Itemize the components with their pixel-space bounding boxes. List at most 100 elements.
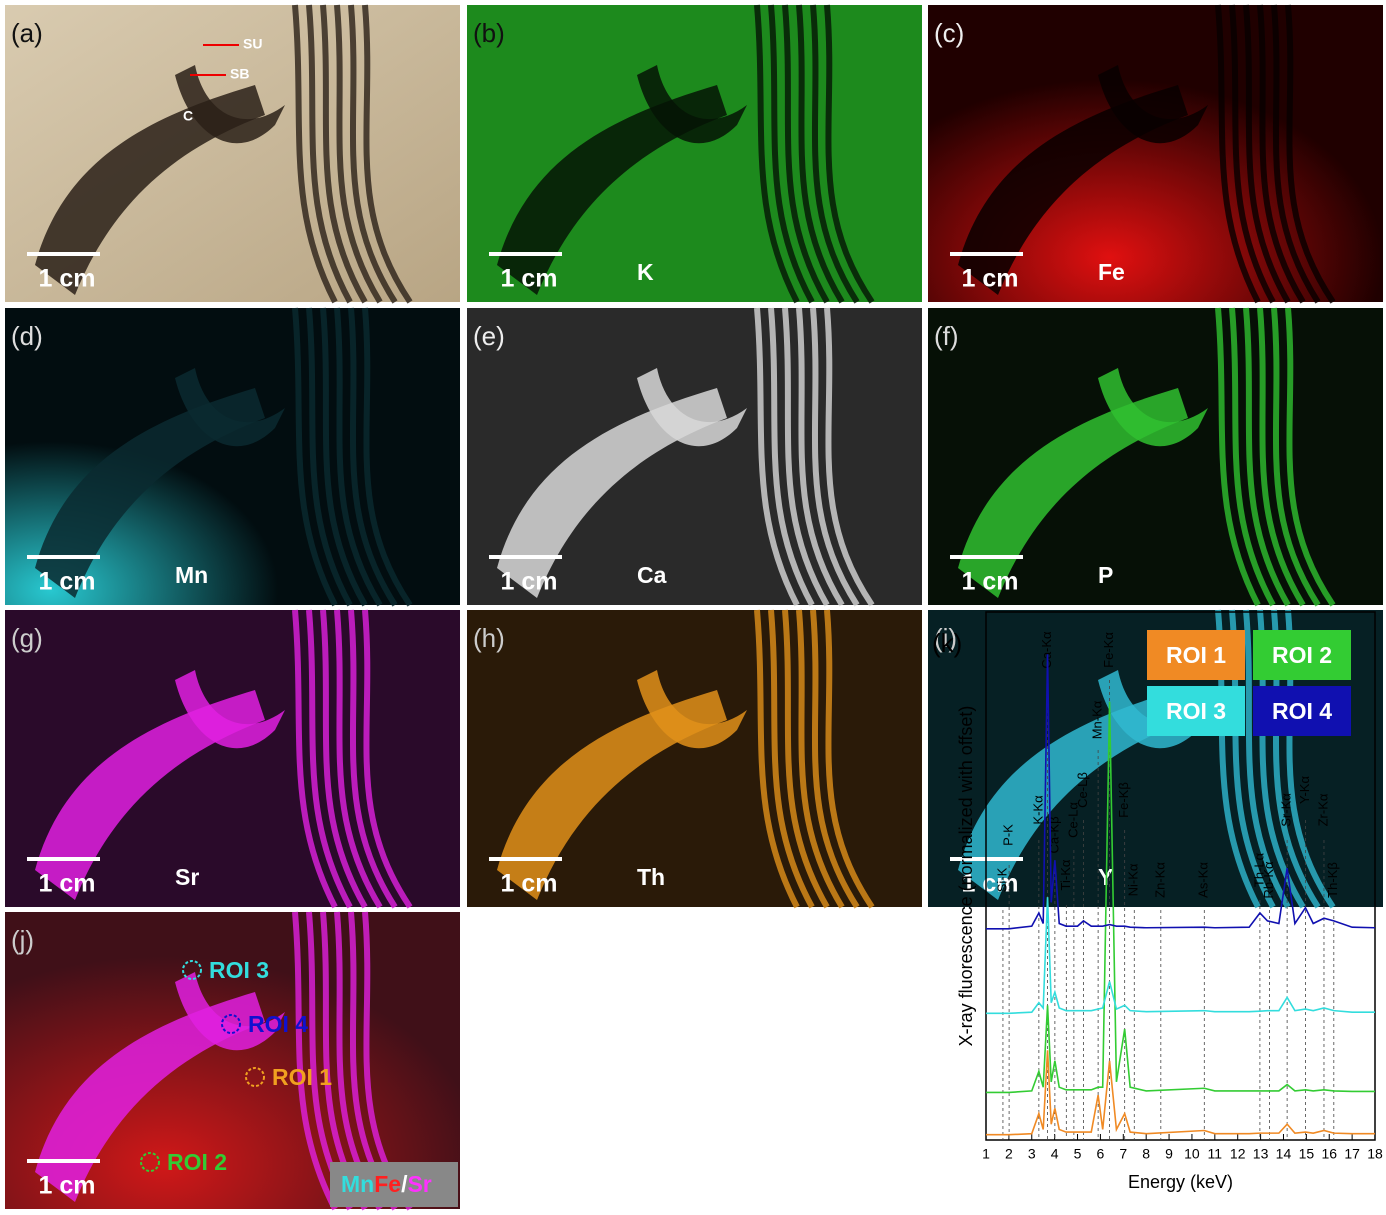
image-panel: (d) 1 cm Mn: [5, 307, 460, 607]
peak-label: P-K: [1001, 824, 1016, 846]
image-panel: (e) 1 cm Ca: [467, 307, 922, 607]
x-tick-label: 15: [1299, 1146, 1315, 1162]
peak-label: Zr-Kα: [1315, 793, 1330, 826]
feather-shaft: [810, 609, 860, 909]
claw-shape: [175, 65, 285, 144]
feather-shaft: [1271, 4, 1321, 304]
peak-label: Zn-Kα: [1152, 862, 1167, 898]
claw-shape: [1098, 368, 1208, 447]
peak-label: Th-Kβ: [1325, 862, 1340, 898]
claw-shape: [175, 368, 285, 447]
image-panel: (f) 1 cm P: [928, 307, 1383, 607]
x-tick-label: 14: [1276, 1146, 1292, 1162]
x-tick-label: 6: [1097, 1146, 1105, 1162]
feather-shaft: [810, 307, 860, 607]
element-label: Fe: [1098, 259, 1125, 285]
claw-shape: [958, 85, 1188, 295]
claw-shape: [497, 85, 727, 295]
peak-label: Ce-Lβ: [1075, 772, 1090, 808]
claw-shape: [175, 670, 285, 749]
peak-label: Fe-Kα: [1101, 632, 1116, 668]
claw-shape: [35, 992, 265, 1202]
feather-shaft: [796, 4, 845, 304]
color-legend-part: /: [401, 1171, 408, 1197]
feather-shaft: [320, 307, 368, 607]
peak-label: Ti-Kα: [1058, 859, 1073, 890]
feather-shaft: [292, 307, 338, 607]
scale-bar-label: 1 cm: [39, 1172, 96, 1200]
legend-label: ROI 1: [1166, 642, 1226, 668]
element-label: Sr: [175, 864, 199, 890]
element-label: Ca: [637, 562, 667, 588]
image-panel: (a) 1 cm SU SB C: [5, 4, 460, 304]
x-tick-label: 18: [1367, 1146, 1383, 1162]
color-legend-part: Mn: [341, 1171, 374, 1197]
color-legend-box: [330, 1162, 458, 1207]
x-axis-title: Energy (keV): [1128, 1172, 1233, 1192]
claw-shape: [958, 388, 1188, 598]
claw-shape: [497, 388, 727, 598]
claw-shape: [35, 85, 265, 295]
feather-shaft: [320, 4, 368, 304]
image-panel: (j) 1 cm ROI 3 ROI 4 ROI 1 ROI 2 MnFe/Sr: [5, 911, 460, 1211]
panel-label: (i): [934, 623, 957, 653]
color-legend-part: Sr: [407, 1171, 431, 1197]
feather-shaft: [1215, 307, 1261, 607]
peak-label: Ca-Kβ: [1046, 816, 1061, 853]
claw-shape: [35, 690, 265, 900]
image-panel: (b) 1 cm K: [467, 4, 922, 304]
color-legend: MnFe/Sr: [341, 1171, 432, 1197]
peak-label: Fe-Kβ: [1116, 782, 1131, 818]
spectrum-line: [986, 897, 1375, 1015]
feather-shaft: [362, 4, 413, 304]
image-panel: (h) 1 cm Th: [467, 609, 922, 909]
x-tick-label: 3: [1028, 1146, 1036, 1162]
panel-label: (h): [473, 623, 505, 653]
panel-label: (a): [11, 18, 43, 48]
x-tick-label: 17: [1344, 1146, 1360, 1162]
x-tick-label: 12: [1230, 1146, 1246, 1162]
roi-label: ROI 4: [248, 1011, 308, 1037]
scale-bar-label: 1 cm: [39, 568, 96, 596]
feather-shaft: [348, 609, 398, 909]
panel-label: (j): [11, 925, 34, 955]
roi-label: ROI 3: [209, 957, 269, 983]
scale-bar-label: 1 cm: [962, 265, 1019, 293]
roi-marker: [221, 1014, 241, 1034]
feather-shaft: [1243, 4, 1291, 304]
plot-frame: [985, 611, 1376, 1141]
roi-label: ROI 2: [167, 1149, 227, 1175]
legend-swatch: [1253, 686, 1351, 736]
x-tick-label: 8: [1142, 1146, 1150, 1162]
scale-bar-label: 1 cm: [501, 265, 558, 293]
feather-shaft: [362, 307, 413, 607]
feather-shaft: [1243, 307, 1291, 607]
feather-shaft: [1229, 4, 1276, 304]
legend-label: ROI 3: [1166, 698, 1226, 724]
feather-shaft: [782, 609, 830, 909]
x-tick-label: 11: [1208, 1146, 1223, 1162]
feather-shaft: [320, 609, 368, 909]
claw-shape: [958, 690, 1188, 900]
feather-shaft: [348, 4, 398, 304]
feather-shaft: [292, 911, 338, 1211]
feather-shaft: [824, 609, 875, 909]
feather-shaft: [1243, 609, 1291, 909]
color-legend-part: Fe: [374, 1171, 401, 1197]
peak-label: K-Kα: [1030, 795, 1045, 825]
spectrum-line: [986, 654, 1376, 930]
roi-marker: [140, 1152, 160, 1172]
x-tick-label: 13: [1253, 1146, 1269, 1162]
feather-shaft: [334, 609, 383, 909]
legend-swatch: [1253, 630, 1351, 680]
feather-shaft: [782, 4, 830, 304]
peak-label: Sr-Kα: [1279, 793, 1294, 827]
legend-swatch: [1147, 630, 1245, 680]
feather-shaft: [768, 307, 815, 607]
annotation: SB: [230, 66, 249, 82]
element-label: Mn: [175, 562, 208, 588]
feather-shaft: [796, 609, 845, 909]
element-label: P: [1098, 562, 1113, 588]
panel-label: (g): [11, 623, 43, 653]
spectrum-line: [986, 701, 1375, 1094]
